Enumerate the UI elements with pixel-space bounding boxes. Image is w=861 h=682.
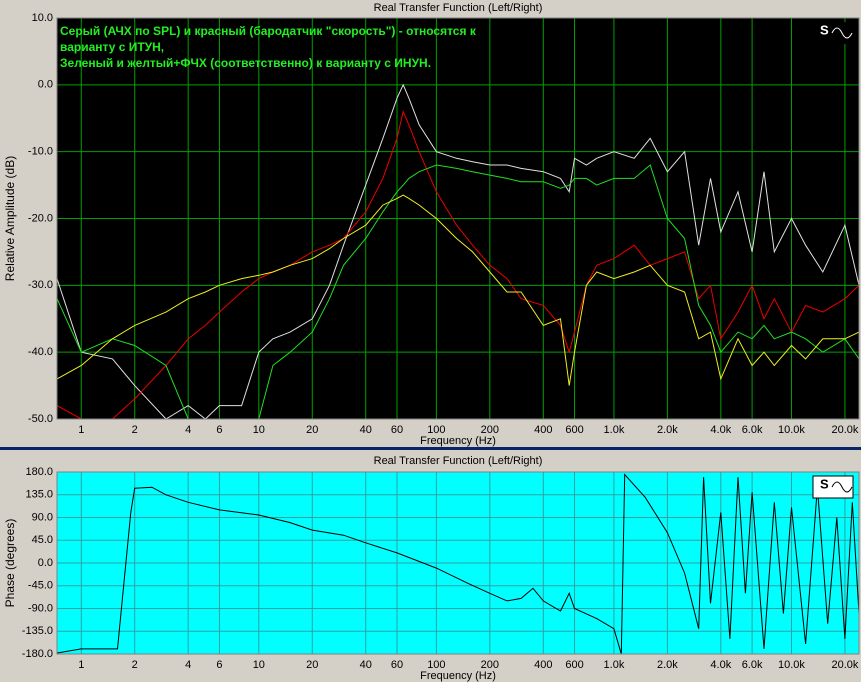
x-tick-label: 10.0k	[778, 424, 805, 436]
annotation: Серый (АЧХ по SPL) и красный (бародатчик…	[60, 24, 477, 38]
icon: S S	[812, 22, 854, 499]
data-line	[57, 164, 859, 419]
annotation: Зеленый и желтый+ФЧХ (соответственно) к …	[60, 56, 431, 70]
x-tick-label: 600	[565, 424, 583, 436]
x-tick-label: 20	[306, 424, 318, 436]
x-tick-label: 10	[253, 424, 265, 436]
y-axis-label: Relative Amplitude (dB)	[3, 156, 17, 281]
x-tick-label: 200	[481, 424, 499, 436]
x-tick-label: 6	[216, 424, 222, 436]
y-tick-label: -40.0	[28, 346, 53, 358]
data-line	[57, 194, 859, 386]
x-tick-label: 6.0k	[742, 659, 763, 671]
data-line	[57, 83, 859, 419]
x-tick-label: 600	[565, 659, 583, 671]
x-tick-label: 40	[360, 659, 372, 671]
y-tick-label: -20.0	[28, 212, 53, 224]
x-tick-label: 400	[534, 424, 552, 436]
y-tick-label: 0.0	[38, 79, 53, 91]
x-tick-label: 1	[78, 659, 84, 671]
x-tick-label: 20	[306, 659, 318, 671]
x-tick-label: 6.0k	[742, 424, 763, 436]
x-tick-label: 1	[78, 424, 84, 436]
y-tick-label: -10.0	[28, 146, 53, 158]
x-tick-label: 60	[391, 659, 403, 671]
y-tick-label: -45.0	[28, 580, 53, 592]
x-tick-label: 100	[427, 424, 445, 436]
separator	[0, 447, 861, 450]
x-tick-label: 60	[391, 424, 403, 436]
x-tick-label: 20.0k	[831, 424, 858, 436]
plot-border	[56, 17, 860, 420]
x-tick-label: 1.0k	[604, 659, 625, 671]
svg-text:S: S	[820, 22, 829, 37]
y-tick-label: 135.0	[25, 489, 53, 501]
x-tick-label: 4.0k	[710, 424, 731, 436]
x-tick-label: 2	[132, 659, 138, 671]
x-tick-label: 100	[427, 659, 445, 671]
y-tick-label: -180.0	[22, 648, 53, 660]
x-tick-label: 4.0k	[710, 659, 731, 671]
y-tick-label: 10.0	[32, 12, 53, 24]
y-tick-label: -50.0	[28, 413, 53, 425]
x-tick-label: 1.0k	[604, 424, 625, 436]
x-tick-label: 40	[360, 424, 372, 436]
y-tick-label: 45.0	[32, 534, 53, 546]
x-tick-label: 6	[216, 659, 222, 671]
chart-title: Real Transfer Function (Left/Right)	[374, 455, 543, 467]
x-tick-label: 10.0k	[778, 659, 805, 671]
plot	[57, 473, 859, 654]
x-tick-label: 200	[481, 659, 499, 671]
x-tick-label: 2.0k	[657, 424, 678, 436]
annotation: варианту с ИТУН,	[60, 40, 164, 54]
y-tick-label: 0.0	[38, 557, 53, 569]
y-tick-label: 90.0	[32, 511, 53, 523]
svg-text:S: S	[820, 476, 829, 491]
x-tick-label: 2.0k	[657, 659, 678, 671]
x-axis-label: Frequency (Hz)	[420, 435, 496, 447]
y-tick-label: -30.0	[28, 279, 53, 291]
chart-title: Real Transfer Function (Left/Right)	[374, 2, 543, 14]
x-tick-label: 10	[253, 659, 265, 671]
y-tick-label: 180.0	[25, 466, 53, 478]
y-axis-label: Phase (degrees)	[3, 519, 17, 608]
x-tick-label: 20.0k	[831, 659, 858, 671]
data-line	[57, 109, 859, 419]
x-axis-label: Frequency (Hz)	[420, 670, 496, 682]
x-tick-label: 4	[185, 424, 191, 436]
data-line	[57, 473, 859, 654]
plot	[57, 83, 859, 419]
x-tick-label: 400	[534, 659, 552, 671]
x-tick-label: 4	[185, 659, 191, 671]
y-tick-label: -90.0	[28, 602, 53, 614]
x-tick-label: 2	[132, 424, 138, 436]
y-tick-label: -135.0	[22, 625, 53, 637]
plot-border	[56, 471, 860, 655]
